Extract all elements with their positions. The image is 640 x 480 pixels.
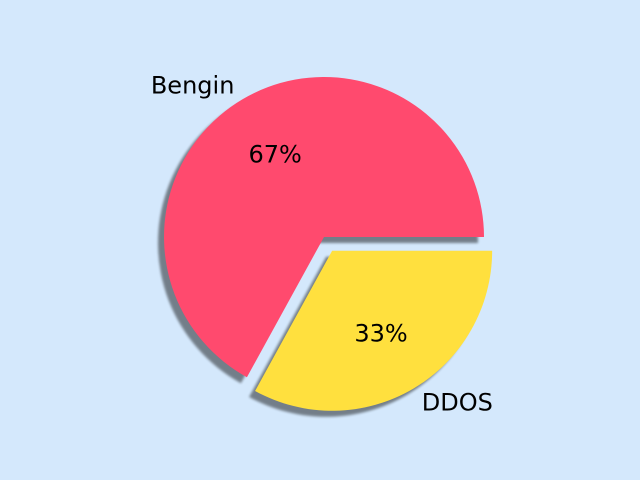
slice-bengin	[164, 77, 485, 378]
slice-percent-ddos: 33%	[354, 319, 407, 347]
slice-ddos	[255, 250, 493, 411]
slice-labels: 67% Bengin 33% DDOS	[151, 72, 493, 417]
slice-label-ddos: DDOS	[422, 388, 493, 416]
slices	[164, 77, 493, 411]
slice-percent-bengin: 67%	[248, 140, 301, 168]
slice-label-bengin: Bengin	[151, 72, 235, 100]
